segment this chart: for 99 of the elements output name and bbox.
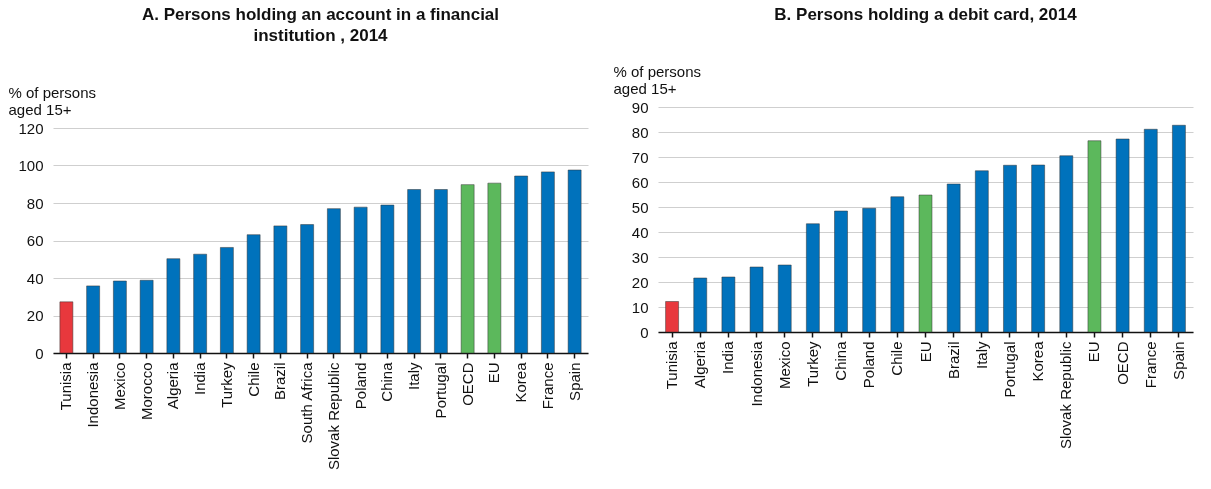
bar bbox=[59, 301, 74, 354]
bar bbox=[749, 266, 764, 333]
bar bbox=[1087, 140, 1102, 333]
bar bbox=[1144, 129, 1158, 333]
x-tick-label: Turkey bbox=[217, 362, 235, 408]
bar bbox=[86, 285, 100, 354]
chart-title: B. Persons holding a debit card, 2014 bbox=[774, 5, 1078, 24]
x-tick-label: Italy bbox=[972, 341, 990, 370]
x-tick-label: Spain bbox=[565, 362, 583, 401]
x-tick-label: China bbox=[832, 340, 850, 381]
bar bbox=[946, 183, 961, 333]
bar bbox=[1031, 164, 1045, 333]
y-tick-label: 30 bbox=[631, 248, 649, 266]
x-tick-label: Chile bbox=[244, 362, 262, 397]
y-tick-label: 40 bbox=[631, 223, 649, 241]
bar bbox=[777, 264, 792, 333]
bar bbox=[918, 194, 933, 333]
x-tick-label: OECD bbox=[1113, 341, 1131, 385]
bar bbox=[327, 208, 341, 354]
bar bbox=[1003, 165, 1017, 333]
x-tick-label: Portugal bbox=[1000, 341, 1018, 398]
bar bbox=[434, 189, 448, 354]
bar bbox=[567, 169, 582, 354]
x-tick-label: Brazil bbox=[944, 341, 962, 380]
x-tick-label: France bbox=[538, 362, 556, 410]
x-tick-label: EU bbox=[916, 341, 934, 363]
bar bbox=[220, 247, 234, 354]
bar bbox=[1059, 155, 1074, 333]
bar bbox=[834, 210, 848, 333]
bar bbox=[1172, 125, 1186, 333]
x-tick-label: Tunisia bbox=[57, 361, 75, 411]
bar bbox=[166, 258, 181, 354]
x-tick-label: Poland bbox=[351, 362, 369, 410]
x-tick-label: Korea bbox=[1029, 340, 1047, 382]
x-tick-label: Spain bbox=[1169, 341, 1187, 380]
bar bbox=[113, 280, 127, 354]
y-tick-label: 80 bbox=[631, 123, 649, 141]
y-tick-label: 60 bbox=[631, 173, 649, 191]
bar bbox=[460, 184, 475, 354]
x-tick-label: India bbox=[191, 361, 209, 396]
x-tick-label: Poland bbox=[860, 341, 878, 389]
x-tick-label: China bbox=[378, 361, 396, 402]
x-tick-label: France bbox=[1141, 341, 1159, 389]
y-tick-label: 90 bbox=[631, 98, 649, 116]
y-tick-label: 20 bbox=[26, 307, 44, 324]
bar bbox=[380, 204, 395, 354]
y-tick-label: 120 bbox=[18, 119, 44, 137]
x-tick-label: EU bbox=[485, 362, 503, 384]
x-tick-label: Slovak Republic bbox=[1057, 341, 1075, 450]
x-tick-label: EU bbox=[1085, 341, 1103, 363]
x-tick-label: Italy bbox=[405, 362, 423, 391]
y-tick-label: 50 bbox=[631, 198, 649, 216]
y-tick-label: 100 bbox=[18, 157, 44, 174]
bar bbox=[487, 182, 502, 354]
bar bbox=[273, 225, 288, 354]
x-tick-label: Indonesia bbox=[84, 361, 102, 428]
x-tick-label: India bbox=[719, 340, 737, 375]
x-tick-label: Portugal bbox=[431, 362, 449, 419]
chart-title: A. Persons holding an account in a financial institution , 2014 bbox=[141, 5, 500, 45]
x-tick-label: Brazil bbox=[271, 362, 289, 401]
x-tick-label: Morocco bbox=[137, 362, 155, 421]
y-tick-label: 0 bbox=[35, 344, 44, 362]
bar bbox=[975, 170, 989, 333]
bar bbox=[300, 224, 314, 354]
bar bbox=[541, 171, 555, 354]
x-tick-label: Turkey bbox=[803, 341, 821, 387]
x-tick-label: Mexico bbox=[110, 362, 128, 411]
y-axis-title: % of persons aged 15+ bbox=[613, 62, 702, 97]
bar bbox=[246, 234, 261, 354]
y-tick-label: 40 bbox=[26, 269, 44, 287]
bar bbox=[1115, 138, 1130, 333]
y-tick-label: 0 bbox=[640, 323, 649, 341]
bar bbox=[806, 223, 820, 333]
x-tick-label: OECD bbox=[458, 362, 476, 406]
y-tick-label: 80 bbox=[26, 194, 44, 212]
bar bbox=[890, 196, 905, 333]
bar bbox=[665, 301, 679, 333]
bar bbox=[721, 276, 736, 333]
y-axis-title: % of persons aged 15+ bbox=[8, 83, 97, 118]
bar bbox=[353, 206, 368, 354]
x-tick-label: Algeria bbox=[164, 361, 182, 410]
x-tick-label: South Africa bbox=[298, 361, 316, 444]
x-tick-label: Chile bbox=[888, 341, 906, 376]
y-tick-label: 60 bbox=[26, 232, 44, 249]
y-tick-label: 10 bbox=[631, 298, 649, 316]
bar bbox=[862, 208, 876, 333]
bar bbox=[693, 277, 707, 333]
x-tick-label: Korea bbox=[512, 361, 530, 403]
x-tick-label: Tunisia bbox=[663, 340, 681, 390]
bar bbox=[407, 189, 421, 354]
x-tick-label: Slovak Republic bbox=[324, 362, 342, 471]
bar bbox=[139, 280, 154, 354]
y-tick-label: 70 bbox=[631, 148, 649, 166]
bar bbox=[514, 175, 528, 354]
x-tick-label: Mexico bbox=[775, 341, 793, 390]
y-tick-label: 20 bbox=[631, 273, 649, 291]
bar bbox=[193, 253, 207, 354]
x-tick-label: Algeria bbox=[691, 340, 709, 389]
x-tick-label: Indonesia bbox=[747, 340, 765, 407]
